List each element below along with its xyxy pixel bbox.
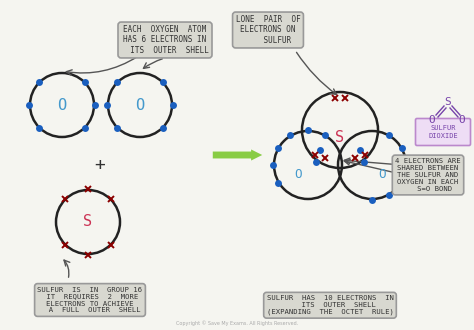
Text: O: O [428, 115, 436, 125]
FancyBboxPatch shape [416, 118, 471, 146]
Text: LONE  PAIR  OF
ELECTRONS ON
    SULFUR: LONE PAIR OF ELECTRONS ON SULFUR [236, 15, 301, 45]
Text: SULFUR
DIOXIDE: SULFUR DIOXIDE [428, 125, 458, 139]
Text: 4 ELECTRONS ARE
SHARED BETWEEN
THE SULFUR AND
OXYGEN IN EACH
   S=O BOND: 4 ELECTRONS ARE SHARED BETWEEN THE SULFU… [395, 158, 461, 192]
Text: S: S [445, 97, 451, 107]
FancyArrowPatch shape [213, 149, 262, 161]
Text: SULFUR  IS  IN  GROUP 16
 IT  REQUIRES  2  MORE
ELECTRONS TO ACHIEVE
  A  FULL  : SULFUR IS IN GROUP 16 IT REQUIRES 2 MORE… [37, 286, 143, 314]
Text: O: O [57, 97, 66, 113]
Text: O: O [378, 169, 386, 182]
Text: S: S [336, 130, 345, 146]
Text: O: O [459, 115, 465, 125]
Text: EACH  OXYGEN  ATOM
HAS 6 ELECTRONS IN
  ITS  OUTER  SHELL: EACH OXYGEN ATOM HAS 6 ELECTRONS IN ITS … [121, 25, 209, 55]
Text: S: S [83, 214, 92, 229]
Text: Copyright © Save My Exams. All Rights Reserved.: Copyright © Save My Exams. All Rights Re… [176, 320, 298, 326]
Text: O: O [294, 169, 302, 182]
Text: +: + [94, 156, 105, 174]
FancyArrowPatch shape [213, 149, 262, 161]
Text: O: O [136, 97, 145, 113]
Text: SULFUR  HAS  10 ELECTRONS  IN
    ITS  OUTER  SHELL
(EXPANDING  THE  OCTET  RULE: SULFUR HAS 10 ELECTRONS IN ITS OUTER SHE… [266, 295, 393, 315]
